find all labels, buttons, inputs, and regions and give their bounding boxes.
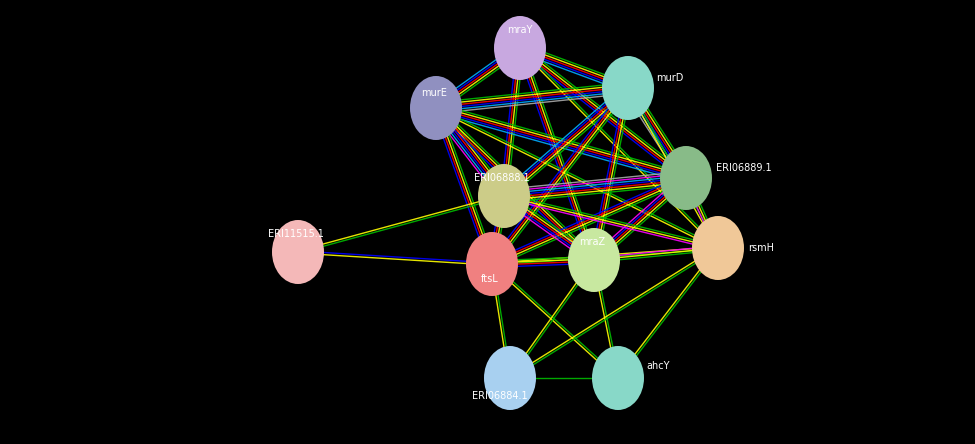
Text: mraZ: mraZ xyxy=(579,237,605,247)
Text: ftsL: ftsL xyxy=(481,274,499,284)
Text: mraY: mraY xyxy=(507,25,532,35)
Ellipse shape xyxy=(568,228,620,292)
Ellipse shape xyxy=(466,232,518,296)
Ellipse shape xyxy=(692,216,744,280)
Text: murE: murE xyxy=(421,88,447,98)
Text: rsmH: rsmH xyxy=(748,243,774,253)
Ellipse shape xyxy=(494,16,546,80)
Ellipse shape xyxy=(272,220,324,284)
Text: ahcY: ahcY xyxy=(646,361,670,371)
Ellipse shape xyxy=(592,346,644,410)
Text: murD: murD xyxy=(656,73,683,83)
Text: ERI06884.1: ERI06884.1 xyxy=(472,391,527,401)
Ellipse shape xyxy=(478,164,530,228)
Ellipse shape xyxy=(660,146,712,210)
Ellipse shape xyxy=(410,76,462,140)
Ellipse shape xyxy=(602,56,654,120)
Text: ERI11515.1: ERI11515.1 xyxy=(268,229,324,239)
Text: ERI06888.1: ERI06888.1 xyxy=(474,173,529,183)
Text: ERI06889.1: ERI06889.1 xyxy=(716,163,771,173)
Ellipse shape xyxy=(484,346,536,410)
